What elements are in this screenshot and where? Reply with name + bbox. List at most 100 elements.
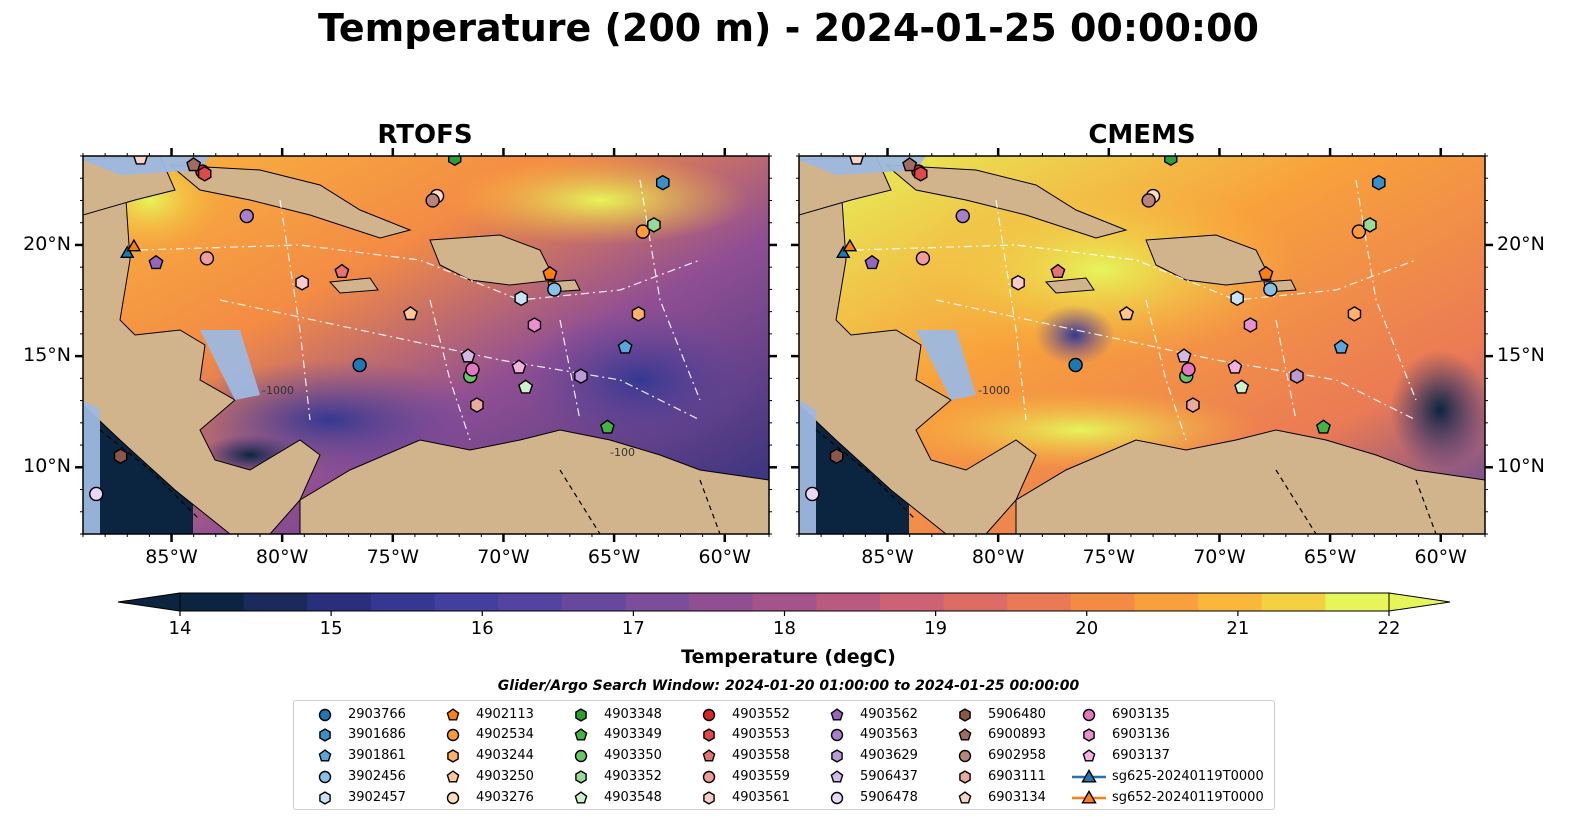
colorbar-label: Temperature (degC) <box>681 646 896 668</box>
marker-4903629 <box>1290 368 1304 384</box>
marker-4902534 <box>1351 224 1367 239</box>
legend-label: sg625-20240119T0000 <box>1112 769 1264 784</box>
legend-label: 4903250 <box>476 769 534 784</box>
lon-tick-label-rtofs: 70°W <box>477 546 530 568</box>
legend-label: 4903561 <box>732 790 790 805</box>
colorbar-tick-label: 16 <box>470 618 494 639</box>
legend-label: 6903137 <box>1112 748 1170 763</box>
legend-marker-icon <box>446 791 460 805</box>
colorbar <box>117 592 1451 616</box>
lat-tick-label-left: 20°N <box>23 232 71 255</box>
legend-marker-icon <box>319 728 331 742</box>
rtofs-contour-label-1000: -1000 <box>262 384 294 397</box>
colorbar-segment <box>561 593 626 611</box>
marker-4903559 <box>915 251 931 266</box>
legend-marker-icon <box>446 728 460 742</box>
legend-marker-icon <box>574 728 588 741</box>
marker-4903629 <box>574 368 588 384</box>
legend-circle <box>702 708 716 722</box>
marker-3901861 <box>1333 339 1349 354</box>
colorbar-segment <box>625 593 690 611</box>
cmems-borders <box>815 429 1437 534</box>
central-america-land <box>83 184 321 534</box>
marker-6902958 <box>425 193 440 208</box>
colorbar-tick-label: 20 <box>1075 618 1099 639</box>
legend-circle <box>702 770 716 784</box>
marker-3901861 <box>617 339 633 354</box>
marker-6900893 <box>902 157 918 172</box>
legend-label: 4903350 <box>604 748 662 763</box>
marker-4902534 <box>635 224 651 239</box>
legend-pentagon <box>574 791 588 804</box>
colorbar-segment <box>498 593 563 611</box>
marker-4903548 <box>1234 379 1250 394</box>
south-america-land <box>1015 429 1485 534</box>
legend-marker-icon <box>702 708 716 722</box>
lon-tick-label-rtofs: 65°W <box>587 546 641 568</box>
colorbar-segment <box>1261 593 1326 611</box>
colorbar-segment <box>243 593 308 611</box>
marker-3902456 <box>1263 282 1278 297</box>
legend-circle <box>446 791 460 805</box>
legend-hexagon <box>703 728 715 742</box>
legend-marker-icon <box>703 791 715 805</box>
cmems-cool-east <box>1390 350 1485 470</box>
marker-6903135 <box>1181 362 1196 377</box>
legend-pentagon <box>318 749 332 762</box>
legend-circle <box>318 708 332 722</box>
legend-label: 4903562 <box>860 707 918 722</box>
legend-label: 6903136 <box>1112 727 1170 742</box>
legend-label: 3902456 <box>348 769 406 784</box>
legend-pentagon <box>446 770 460 783</box>
colorbar-segment <box>1007 593 1072 611</box>
marker-6903136 <box>527 317 542 333</box>
legend-label: 4903563 <box>860 727 918 742</box>
marker-2903766 <box>1068 357 1083 373</box>
cmems-ticks <box>791 148 1493 542</box>
marker-4903561 <box>1011 274 1025 291</box>
legend-pentagon <box>958 728 972 741</box>
marker-3902457 <box>514 290 528 307</box>
legend-marker-icon <box>319 791 331 805</box>
legend-marker-icon <box>958 749 972 763</box>
legend-marker-icon <box>575 708 587 722</box>
legend-label: 5906480 <box>988 707 1046 722</box>
legend-hexagon <box>447 749 459 763</box>
legend-circle <box>1082 708 1096 722</box>
rtofs-contour-label-100: -100 <box>610 446 635 459</box>
legend-triangle <box>1081 789 1097 804</box>
cmems-cool-eddy <box>1035 305 1115 365</box>
marker-4903348 <box>448 156 462 167</box>
legend-marker-icon <box>446 770 460 783</box>
legend-pentagon <box>1082 749 1096 762</box>
colorbar-segment <box>307 593 372 611</box>
marker-4903352 <box>647 217 661 233</box>
legend-triangle <box>1081 768 1097 783</box>
marker-2903766 <box>352 357 367 373</box>
legend-marker-icon <box>830 791 844 805</box>
colorbar-segment <box>1325 593 1390 611</box>
lon-tick-label-rtofs: 80°W <box>255 546 309 568</box>
legend-hexagon <box>959 770 971 784</box>
marker-4903548 <box>518 379 534 394</box>
marker-6902958 <box>1141 193 1156 208</box>
marker-4903558 <box>334 263 350 278</box>
legend-label: 4903548 <box>604 790 662 805</box>
marker-3901686 <box>1371 174 1386 191</box>
colorbar-segment <box>816 593 881 611</box>
legend-marker-icon <box>830 728 844 742</box>
colorbar-tick-label: 22 <box>1377 618 1401 639</box>
colorbar-segment <box>1134 593 1199 611</box>
legend-label: 6903111 <box>988 769 1046 784</box>
marker-sg652-20240119T0000 <box>126 238 142 252</box>
marker-4903562 <box>864 254 880 270</box>
lon-tick-label-cmems: 85°W <box>861 546 914 568</box>
legend-marker-icon <box>1083 728 1095 742</box>
figure-title: Temperature (200 m) - 2024-01-25 00:00:0… <box>317 6 1259 50</box>
cuba-land <box>168 164 412 239</box>
legend-label: 4902534 <box>476 727 534 742</box>
marker-5906480 <box>829 448 844 465</box>
colorbar-segment <box>1198 593 1263 611</box>
legend-hexagon <box>319 791 331 805</box>
